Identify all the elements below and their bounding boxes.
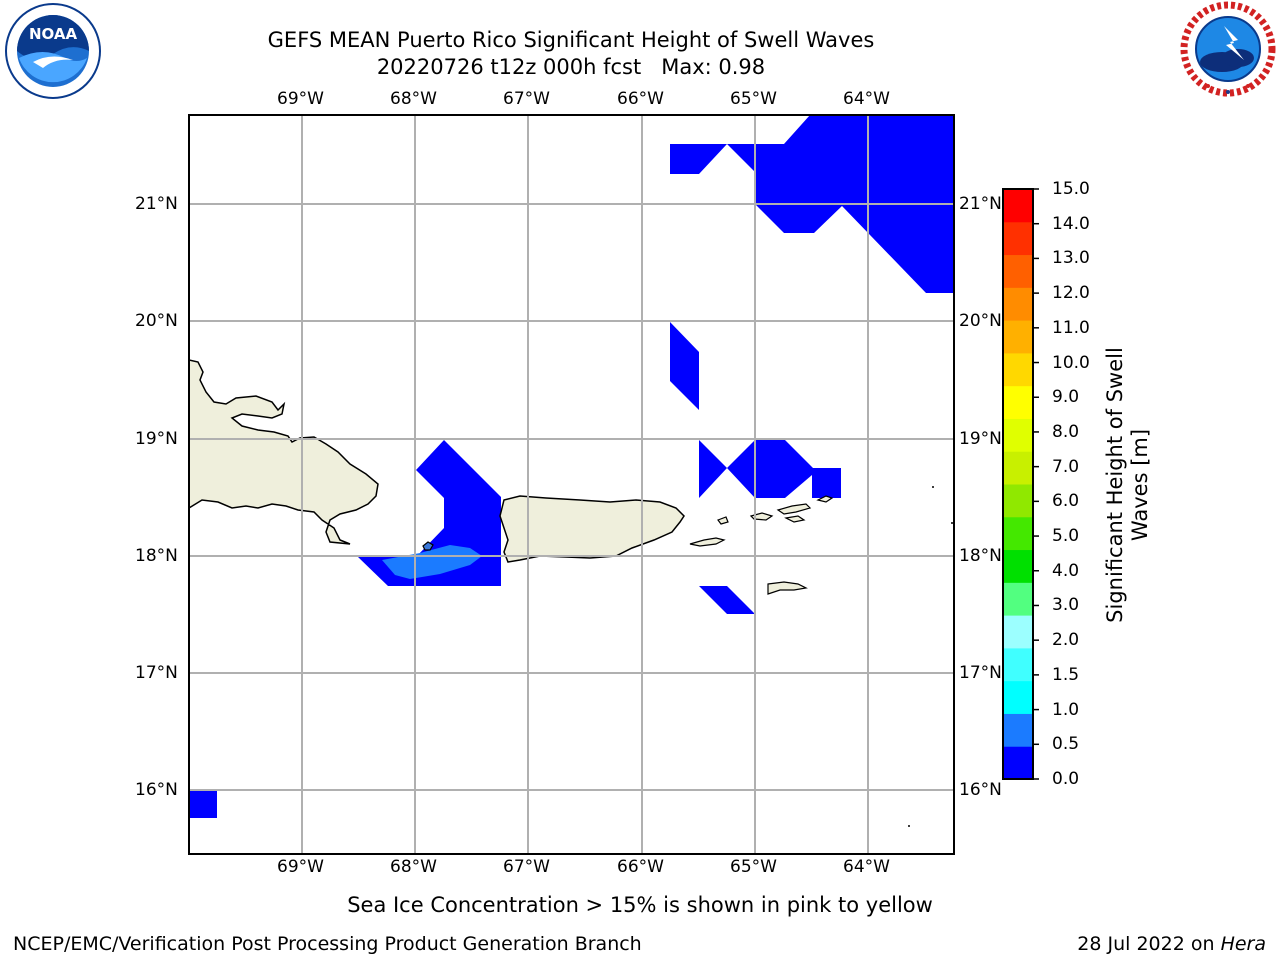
colorbar	[1002, 188, 1039, 780]
lat-label-left: 17°N	[135, 663, 178, 683]
lon-label-top: 69°W	[277, 89, 324, 109]
colorbar-title: Significant Height of Swell Waves [m]	[1103, 347, 1152, 623]
colorbar-tick-label: 2.0	[1052, 630, 1080, 651]
lon-label-top: 66°W	[617, 89, 664, 109]
land-islet	[951, 522, 953, 524]
lon-label-bottom: 64°W	[843, 857, 890, 877]
map-title: GEFS MEAN Puerto Rico Significant Height…	[267, 28, 875, 52]
colorbar-segment	[1003, 287, 1033, 321]
lat-label-left: 19°N	[135, 429, 178, 449]
land-mona-island	[422, 541, 434, 551]
colorbar-tick-label: 4.0	[1052, 560, 1080, 581]
colorbar-tick-label: 0.5	[1052, 734, 1080, 755]
colorbar-tick-label: 9.0	[1052, 387, 1080, 408]
lon-label-bottom: 67°W	[503, 857, 550, 877]
lat-label-right: 17°N	[959, 663, 1002, 683]
lat-label-left: 18°N	[135, 546, 178, 566]
colorbar-segment	[1003, 221, 1033, 256]
run-machine: Hera	[1220, 933, 1266, 955]
lon-label-top: 65°W	[730, 89, 777, 109]
land-vieques	[689, 537, 726, 547]
land-st-thomas	[749, 512, 774, 521]
colorbar-frame	[1002, 188, 1034, 780]
colorbar-tick-label: 0.0	[1052, 769, 1080, 789]
colorbar-tick-label: 1.0	[1052, 699, 1080, 720]
colorbar-tick-label: 11.0	[1052, 317, 1090, 338]
colorbar-segment	[1003, 451, 1033, 485]
land-islet	[932, 486, 934, 488]
colorbar-segment	[1003, 615, 1033, 649]
colorbar-segment	[1003, 385, 1033, 419]
lat-label-left: 21°N	[135, 194, 178, 214]
colorbar-segment	[1003, 352, 1033, 387]
lon-label-bottom: 65°W	[730, 857, 777, 877]
colorbar-segment	[1003, 582, 1033, 616]
land-bvi	[784, 515, 806, 523]
colorbar-segment	[1003, 680, 1033, 714]
lon-label-bottom: 68°W	[390, 857, 437, 877]
land-st-croix	[767, 581, 808, 595]
lat-label-left: 20°N	[135, 311, 178, 331]
sea-ice-note: Sea Ice Concentration > 15% is shown in …	[347, 893, 933, 917]
lat-label-right: 19°N	[959, 429, 1002, 449]
lat-label-right: 21°N	[959, 194, 1002, 214]
colorbar-segment	[1003, 549, 1033, 583]
colorbar-tick-label: 10.0	[1052, 352, 1090, 373]
colorbar-tick-label: 13.0	[1052, 248, 1090, 269]
credit-line: NCEP/EMC/Verification Post Processing Pr…	[13, 933, 642, 955]
colorbar-tick-label: 14.0	[1052, 213, 1090, 234]
lon-label-bottom: 66°W	[617, 857, 664, 877]
colorbar-tick-label: 1.5	[1052, 664, 1080, 685]
colorbar-segment	[1003, 484, 1033, 518]
lon-label-top: 68°W	[390, 89, 437, 109]
colorbar-segment	[1003, 418, 1033, 452]
land-islet	[908, 825, 910, 827]
lat-label-right: 18°N	[959, 546, 1002, 566]
swell-height-field-0-5m	[382, 545, 482, 579]
land-hispaniola	[189, 359, 379, 545]
lon-label-top: 67°W	[503, 89, 550, 109]
noaa-logo-text: NOAA	[29, 25, 78, 43]
colorbar-tick-label: 6.0	[1052, 491, 1080, 512]
graticule	[189, 115, 954, 854]
nws-logo	[1180, 1, 1276, 97]
colorbar-tick-label: 15.0	[1052, 179, 1090, 199]
run-date: 28 Jul 2022 on Hera	[1077, 933, 1266, 955]
land-st-john	[776, 503, 812, 515]
lat-label-right: 16°N	[959, 780, 1002, 800]
colorbar-segment	[1003, 189, 1033, 223]
colorbar-tick-label: 7.0	[1052, 456, 1080, 477]
colorbar-segment	[1003, 746, 1033, 780]
noaa-logo: NOAA	[5, 3, 101, 99]
colorbar-tick-label: 3.0	[1052, 595, 1080, 616]
run-date-text: 28 Jul 2022 on	[1077, 933, 1221, 955]
lat-label-left: 16°N	[135, 780, 178, 800]
lon-label-bottom: 69°W	[277, 857, 324, 877]
map-subtitle: 20220726 t12z 000h fcst Max: 0.98	[376, 55, 766, 79]
colorbar-segment	[1003, 647, 1033, 682]
land-culebra	[717, 516, 729, 525]
colorbar-segment	[1003, 713, 1033, 747]
colorbar-tick-label: 5.0	[1052, 526, 1080, 547]
colorbar-segment	[1003, 320, 1033, 354]
colorbar-segment	[1003, 254, 1033, 288]
colorbar-segment	[1003, 516, 1033, 551]
lon-label-top: 64°W	[843, 89, 890, 109]
colorbar-tick-label: 8.0	[1052, 421, 1080, 442]
colorbar-tick-label: 12.0	[1052, 283, 1090, 304]
lat-label-right: 20°N	[959, 311, 1002, 331]
map-frame	[188, 114, 955, 855]
land-anegada	[816, 495, 834, 503]
